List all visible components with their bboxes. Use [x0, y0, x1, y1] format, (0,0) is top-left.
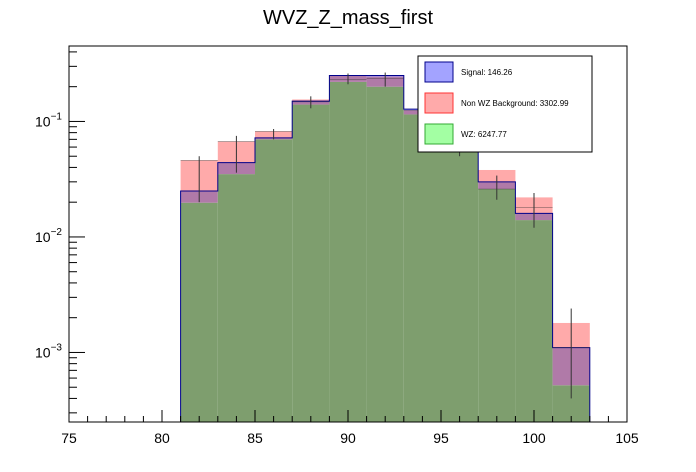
- x-tick-label: 80: [154, 430, 170, 446]
- x-tick-label: 105: [615, 430, 639, 446]
- x-tick-label: 100: [522, 430, 546, 446]
- histogram-bar-segment: [441, 148, 479, 422]
- legend-label-signal: Signal: 146.26: [461, 68, 513, 77]
- legend-label-wz: WZ: 6247.77: [461, 130, 507, 139]
- y-axis: 10−3 10−2 10−1: [35, 51, 85, 414]
- legend: Signal: 146.26 Non WZ Background: 3302.9…: [417, 55, 593, 153]
- histogram-bar-segment: [255, 139, 293, 422]
- histogram-bar-segment: [180, 202, 218, 422]
- chart-title: WVZ_Z_mass_first: [263, 7, 433, 29]
- legend-swatch-non-wz-background: [424, 92, 454, 114]
- y-tick-label: 10−2: [35, 227, 62, 245]
- legend-swatch-wz: [424, 123, 454, 145]
- y-tick-label: 10−1: [35, 111, 62, 129]
- x-tick-label: 85: [247, 430, 263, 446]
- histogram-bar-segment: [515, 220, 553, 422]
- x-axis: 75 80 85 90 95 100 105: [61, 410, 639, 446]
- histogram-bar-segment: [478, 189, 516, 422]
- histogram-bar-segment: [217, 174, 255, 422]
- signal-outline: [180, 74, 591, 422]
- histogram-bar-segment: [292, 104, 330, 422]
- y-tick-label: 10−3: [35, 342, 62, 360]
- histogram-bar-segment: [403, 114, 441, 422]
- x-tick-label: 90: [340, 430, 356, 446]
- histogram-bar-segment: [366, 86, 404, 423]
- x-tick-label: 95: [433, 430, 449, 446]
- x-tick-label: 75: [61, 430, 77, 446]
- histogram-outline: [180, 74, 591, 422]
- histogram-bar-segment: [329, 81, 367, 423]
- legend-label-non-wz-background: Non WZ Background: 3302.99: [461, 99, 569, 108]
- legend-swatch-signal: [424, 61, 454, 83]
